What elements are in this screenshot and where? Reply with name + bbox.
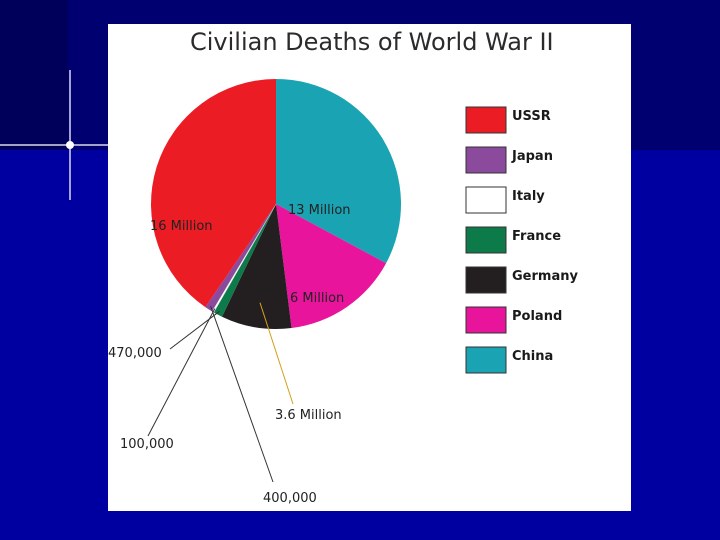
pie-slice-poland [276, 204, 387, 329]
legend-label-ussr: USSR [512, 109, 551, 124]
leader-line-italy [147, 308, 216, 437]
data-label-italy: 100,000 [120, 437, 174, 452]
chart-panel: Civilian Deaths of World War II 13 Milli… [108, 24, 631, 511]
legend-label-japan: Japan [511, 149, 553, 164]
data-label-china: 13 Million [288, 203, 351, 218]
legend-item-japan: Japan [465, 146, 553, 174]
data-label-poland: 6 Million [290, 291, 344, 306]
pie-chart: Civilian Deaths of World War II 13 Milli… [108, 28, 578, 506]
pie-slice-ussr [150, 79, 276, 308]
legend-label-poland: Poland [512, 309, 562, 324]
legend-item-china: China [465, 346, 553, 374]
pie-slice-japan [205, 204, 276, 312]
data-label-germany: 3.6 Million [275, 408, 342, 423]
legend-label-france: France [512, 229, 561, 244]
pie-slice-china [276, 79, 402, 264]
legend-swatch-ussr [465, 106, 507, 134]
legend-label-china: China [512, 349, 553, 364]
data-label-france: 470,000 [108, 346, 162, 361]
leader-line-france [169, 310, 220, 350]
leader-line-japan [210, 305, 274, 483]
legend-item-germany: Germany [465, 266, 578, 294]
data-label-ussr: 16 Million [150, 219, 213, 234]
legend-label-italy: Italy [512, 189, 545, 204]
legend-swatch-france [465, 226, 507, 254]
legend-swatch-poland [465, 306, 507, 334]
legend-item-poland: Poland [465, 306, 562, 334]
legend-item-ussr: USSR [465, 106, 551, 134]
legend-label-germany: Germany [512, 269, 578, 284]
legend-swatch-germany [465, 266, 507, 294]
legend-item-france: France [465, 226, 561, 254]
pie-slice-france [213, 204, 276, 317]
chart-title: Civilian Deaths of World War II [190, 28, 554, 56]
legend-swatch-italy [465, 186, 507, 214]
leader-line-germany [259, 302, 294, 405]
legend: USSR Japan Italy France Germany Poland China [465, 106, 578, 374]
legend-swatch-china [465, 346, 507, 374]
data-label-japan: 400,000 [263, 491, 317, 506]
legend-swatch-japan [465, 146, 507, 174]
pie-slice-germany [221, 204, 292, 329]
legend-item-italy: Italy [465, 186, 545, 214]
